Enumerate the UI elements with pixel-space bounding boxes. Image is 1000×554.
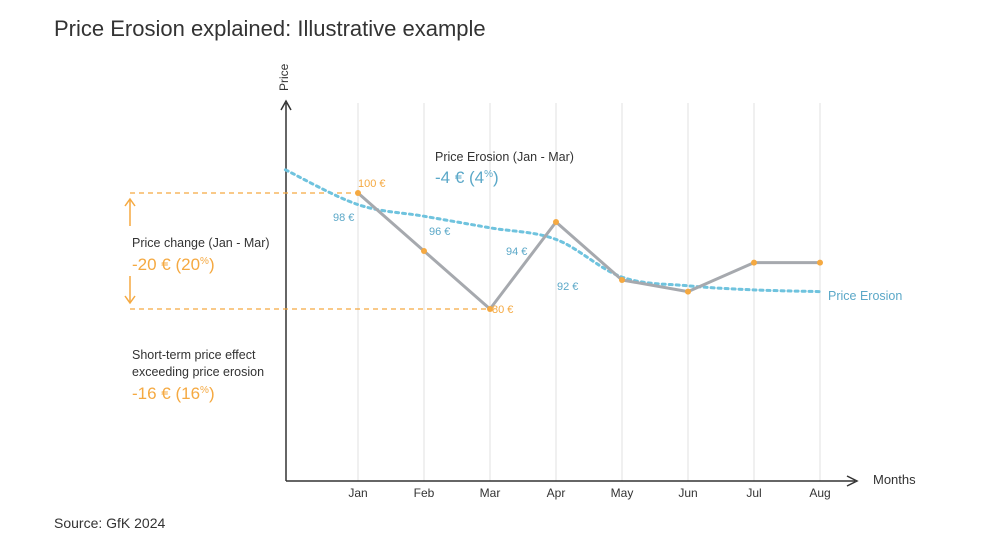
actual-price-point — [553, 219, 559, 225]
series-label-price-erosion: Price Erosion — [828, 289, 902, 303]
x-tick-label: Jul — [746, 486, 761, 500]
short-term-label-line2: exceeding price erosion — [132, 365, 264, 379]
actual-price-point — [421, 248, 427, 254]
erosion-annotation-label: Price Erosion (Jan - Mar) — [435, 150, 574, 164]
erosion-annotation-value: -4 € (4%) — [435, 168, 499, 187]
x-tick-label: Feb — [414, 486, 435, 500]
arrow-down-icon — [124, 276, 136, 305]
actual-price-point — [619, 277, 625, 283]
grid-lines — [357, 103, 821, 481]
x-tick-label: Mar — [480, 486, 501, 500]
price-change-value: -20 € (20%) — [132, 255, 215, 274]
price-change-label: Price change (Jan - Mar) — [132, 236, 270, 250]
y-axis-arrow-icon — [280, 99, 292, 111]
x-axis-arrow-icon — [846, 475, 859, 487]
point-label: 92 € — [557, 281, 578, 293]
x-tick-label: Jun — [678, 486, 697, 500]
point-labels: 100 € 80 € 98 € 96 € 94 € 92 € — [333, 178, 578, 316]
chart-title: Price Erosion explained: Illustrative ex… — [54, 16, 486, 41]
point-label: 96 € — [429, 226, 450, 238]
arrow-up-icon — [124, 197, 136, 226]
x-tick-label: Aug — [809, 486, 830, 500]
x-axis-label: Months — [873, 472, 916, 487]
axes: Price Months — [277, 63, 916, 487]
actual-price-point — [685, 288, 691, 295]
actual-price-point — [751, 259, 757, 266]
point-label: 94 € — [506, 246, 527, 258]
actual-price-series-line — [357, 191, 820, 311]
x-tick-label: Jan — [348, 486, 367, 500]
x-tick-label: May — [611, 486, 634, 500]
point-label: 98 € — [333, 212, 354, 224]
series-layer — [283, 168, 823, 312]
short-term-value: -16 € (16%) — [132, 384, 215, 403]
point-label: 100 € — [358, 178, 386, 190]
actual-price-point — [817, 259, 823, 266]
point-label: 80 € — [492, 304, 513, 316]
actual-price-point — [487, 306, 493, 312]
y-axis-label: Price — [277, 63, 291, 91]
short-term-label-line1: Short-term price effect — [132, 348, 256, 362]
actual-price-point — [355, 190, 361, 196]
x-tick-label: Apr — [547, 486, 566, 500]
source-note: Source: GfK 2024 — [54, 515, 166, 531]
x-tick-labels: Jan Feb Mar Apr May Jun Jul Aug — [348, 486, 830, 500]
